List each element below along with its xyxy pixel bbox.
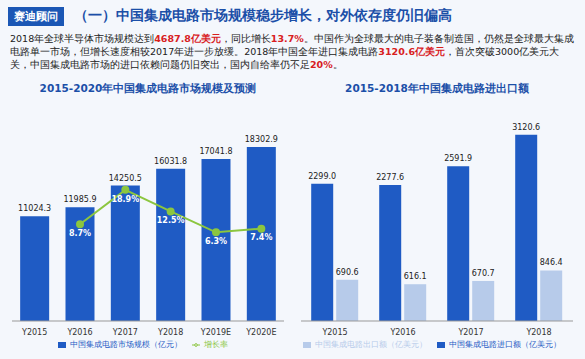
html-text:中国集成电路市场规模（亿元）: 中国集成电路市场规模（亿元） [70,340,182,349]
svg-text:Y2019E: Y2019E [200,328,231,337]
html-text:增长率: 增长率 [204,340,228,349]
svg-text:11024.3: 11024.3 [18,204,51,213]
html-text:（一）中国集成电路市场规模稳步增长，对外依存度仍旧偏高: （一）中国集成电路市场规模稳步增长，对外依存度仍旧偏高 [74,7,452,23]
svg-text:17041.8: 17041.8 [199,147,232,156]
svg-text:Y2016: Y2016 [389,328,415,337]
svg-text:18.9%: 18.9% [111,195,139,204]
svg-text:670.7: 670.7 [472,269,495,278]
svg-text:Y2020E: Y2020E [245,328,276,337]
svg-text:18302.9: 18302.9 [245,135,278,144]
svg-text:2277.6: 2277.6 [376,173,404,182]
svg-text:846.4: 846.4 [540,258,563,267]
svg-text:Y2015: Y2015 [21,328,47,337]
html-text:2015-2018年中国集成电路进出口额: 2015-2018年中国集成电路进出口额 [345,82,529,94]
html-text:中国集成电路出口额（亿美元）: 中国集成电路出口额（亿美元） [315,340,427,349]
svg-text:6.3%: 6.3% [205,237,227,246]
svg-text:12.5%: 12.5% [157,216,185,225]
svg-text:Y2017: Y2017 [112,328,138,337]
html-text:2015-2020年中国集成电路市场规模及预测: 2015-2020年中国集成电路市场规模及预测 [39,82,257,94]
svg-text:2299.0: 2299.0 [308,172,336,181]
svg-text:616.1: 616.1 [404,272,427,281]
svg-text:Y2015: Y2015 [321,328,347,337]
svg-text:16031.8: 16031.8 [154,157,187,166]
svg-text:11985.9: 11985.9 [63,195,96,204]
svg-text:7.4%: 7.4% [250,233,272,242]
svg-text:8.7%: 8.7% [69,229,91,238]
html-text:2018年全球半导体市场规模达到4687.8亿美元，同比增长: 2018年全球半导体市场规模达到4687.8亿美元，同比增长13.7%。中国作为… [10,33,574,70]
html-text:赛迪顾问: 赛迪顾问 [14,9,58,23]
svg-text:Y2018: Y2018 [525,328,551,337]
svg-text:3120.6: 3120.6 [512,123,540,132]
html-text:中国集成电路进口额（亿美元）: 中国集成电路进口额（亿美元） [449,340,561,349]
svg-text:2591.9: 2591.9 [444,154,472,163]
svg-text:14250.5: 14250.5 [109,174,142,183]
svg-text:Y2018: Y2018 [157,328,183,337]
svg-text:Y2017: Y2017 [457,328,483,337]
svg-text:Y2016: Y2016 [66,328,92,337]
svg-text:690.6: 690.6 [336,268,359,277]
